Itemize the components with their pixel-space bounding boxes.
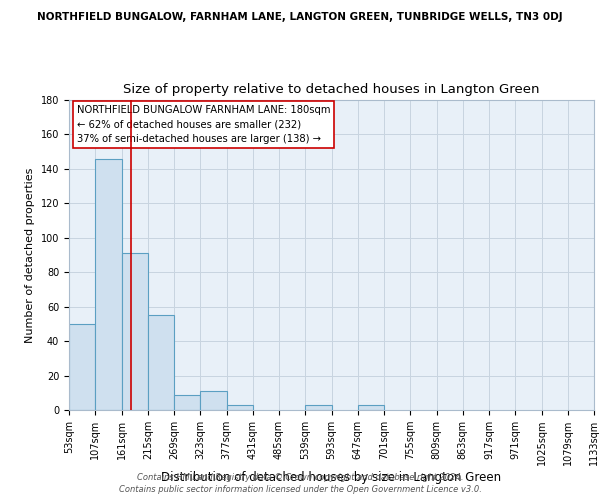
Text: Contains public sector information licensed under the Open Government Licence v3: Contains public sector information licen…	[119, 485, 481, 494]
Bar	[200, 391, 227, 410]
Y-axis label: Number of detached properties: Number of detached properties	[25, 168, 35, 342]
Bar	[69, 324, 95, 410]
Bar	[358, 405, 384, 410]
Text: Contains HM Land Registry data © Crown copyright and database right 2024.: Contains HM Land Registry data © Crown c…	[137, 472, 463, 482]
Bar	[305, 405, 331, 410]
Bar	[174, 394, 200, 410]
Text: NORTHFIELD BUNGALOW, FARNHAM LANE, LANGTON GREEN, TUNBRIDGE WELLS, TN3 0DJ: NORTHFIELD BUNGALOW, FARNHAM LANE, LANGT…	[37, 12, 563, 22]
Title: Size of property relative to detached houses in Langton Green: Size of property relative to detached ho…	[123, 83, 540, 96]
Bar	[95, 158, 121, 410]
Bar	[227, 405, 253, 410]
Text: NORTHFIELD BUNGALOW FARNHAM LANE: 180sqm
← 62% of detached houses are smaller (2: NORTHFIELD BUNGALOW FARNHAM LANE: 180sqm…	[77, 104, 331, 144]
Bar	[121, 254, 148, 410]
Bar	[148, 316, 174, 410]
X-axis label: Distribution of detached houses by size in Langton Green: Distribution of detached houses by size …	[161, 471, 502, 484]
